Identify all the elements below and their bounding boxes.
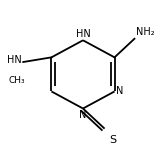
Text: NH₂: NH₂: [136, 27, 155, 37]
Text: HN: HN: [7, 55, 22, 65]
Text: N: N: [116, 86, 124, 96]
Text: S: S: [110, 135, 117, 145]
Text: N: N: [79, 110, 87, 120]
Text: CH₃: CH₃: [8, 76, 25, 85]
Text: HN: HN: [76, 29, 90, 39]
